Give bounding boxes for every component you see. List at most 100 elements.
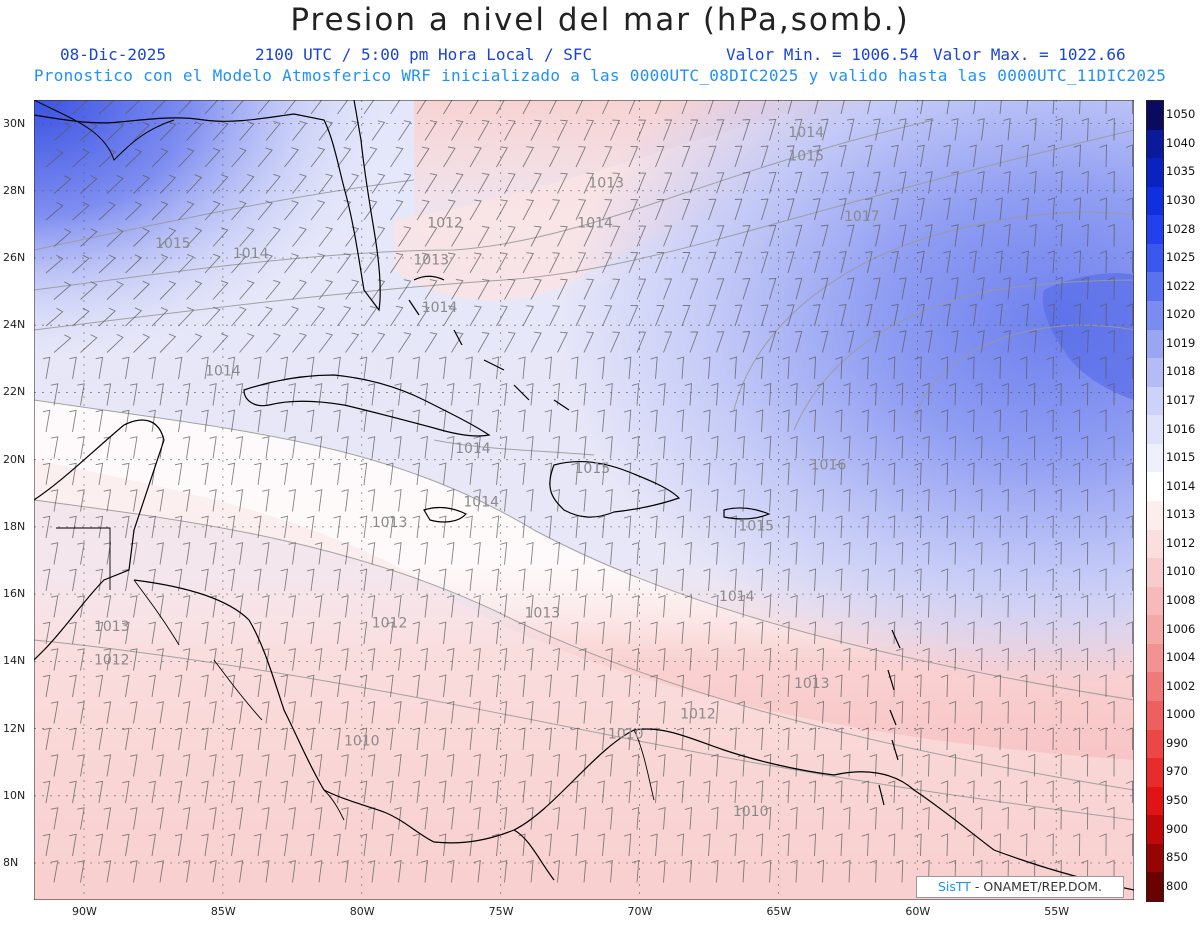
wind-barb — [254, 515, 262, 539]
wind-barb — [45, 255, 64, 274]
wind-barb — [235, 436, 244, 459]
wind-barb — [681, 304, 691, 327]
wind-barb — [737, 647, 745, 671]
wind-barb — [835, 674, 843, 698]
wind-barb — [212, 280, 229, 300]
wind-barb — [1080, 594, 1089, 618]
wind-barb — [861, 568, 869, 592]
wind-barb — [235, 542, 244, 565]
wind-barb — [1099, 250, 1107, 274]
wind-barb — [1125, 674, 1133, 697]
wind-barb — [861, 356, 869, 380]
wind-barb — [729, 409, 737, 433]
wind-barb — [386, 462, 394, 486]
wind-barb — [412, 568, 421, 592]
wind-barb — [314, 542, 323, 565]
wind-barb — [995, 303, 1003, 327]
colorbar-swatch — [1147, 358, 1163, 388]
wind-barb — [977, 171, 985, 194]
wind-barb — [106, 333, 124, 353]
wind-barb — [1054, 488, 1062, 512]
wind-barb — [557, 225, 568, 247]
wind-barb — [768, 224, 777, 247]
isobar-label: 1010 — [608, 727, 644, 743]
isobar-label: 1014 — [463, 495, 499, 511]
wind-barb — [416, 252, 430, 274]
wind-barb — [790, 700, 798, 724]
wind-barb — [763, 435, 772, 459]
wind-barb — [896, 435, 904, 459]
wind-barb — [689, 225, 699, 247]
wind-barb — [518, 621, 526, 645]
wind-barb — [583, 119, 594, 141]
wind-barb — [1072, 409, 1081, 433]
wind-barb — [45, 149, 64, 168]
wind-barb — [602, 305, 613, 327]
wind-barb — [235, 648, 244, 671]
wind-barb — [280, 568, 289, 592]
wind-barb — [873, 277, 881, 300]
wind-barb — [69, 621, 77, 645]
wind-barb — [473, 647, 481, 671]
wind-barb — [1003, 329, 1011, 353]
colorbar-swatch — [1147, 786, 1163, 816]
wind-barb — [288, 807, 296, 830]
wind-barb — [477, 278, 490, 300]
colorbar-label: 1018 — [1166, 364, 1196, 379]
wind-barb — [597, 727, 605, 751]
wind-barb — [306, 621, 315, 645]
wind-barb — [227, 621, 236, 645]
wind-barb — [703, 462, 711, 486]
wind-barb — [526, 700, 534, 724]
jamaica-coast — [423, 506, 467, 523]
wind-barb — [341, 595, 349, 618]
wind-barb — [292, 226, 307, 247]
wind-barb — [650, 780, 658, 804]
wind-barb — [446, 859, 455, 883]
wind-barb — [443, 252, 456, 274]
wind-barb — [412, 727, 421, 751]
wind-barb — [922, 859, 930, 883]
wind-barb — [416, 305, 430, 327]
wind-barb — [655, 305, 665, 327]
wind-barb — [579, 435, 587, 459]
wind-barb — [1046, 515, 1054, 539]
wind-barb — [122, 409, 130, 433]
wind-barb — [473, 806, 481, 830]
wind-barb — [977, 118, 985, 141]
isobar-label: 1017 — [844, 209, 880, 225]
wind-barb — [575, 252, 587, 274]
wind-barb — [605, 753, 613, 777]
wind-barb — [940, 727, 949, 751]
wind-barb — [684, 435, 692, 459]
wind-barb — [763, 806, 772, 830]
wind-barb — [174, 621, 183, 645]
wind-barb — [257, 200, 273, 221]
wind-barb — [1047, 303, 1055, 327]
wind-barb — [69, 833, 77, 857]
wind-barb — [254, 833, 262, 857]
wind-barb — [69, 727, 77, 751]
wind-barb — [835, 462, 843, 486]
wind-barb — [499, 700, 508, 724]
wind-barb — [734, 304, 743, 327]
wind-barb — [631, 594, 640, 618]
wind-barb — [914, 515, 922, 539]
wind-barb — [650, 621, 658, 645]
wind-barb — [77, 595, 85, 618]
wind-barb — [1029, 117, 1037, 141]
wind-barb — [318, 226, 334, 247]
wind-barb — [839, 145, 847, 168]
wind-barb — [676, 568, 685, 592]
wind-barb — [473, 594, 481, 618]
wind-barb — [125, 148, 143, 168]
wind-barb — [708, 145, 717, 168]
wind-barb — [684, 753, 692, 777]
wind-barb — [967, 515, 975, 539]
wind-barb — [869, 753, 877, 777]
wind-barb — [940, 356, 949, 380]
wind-barb — [716, 331, 725, 353]
wind-barb — [768, 277, 777, 300]
wind-barb — [1107, 594, 1115, 618]
wind-barb — [1046, 727, 1054, 751]
